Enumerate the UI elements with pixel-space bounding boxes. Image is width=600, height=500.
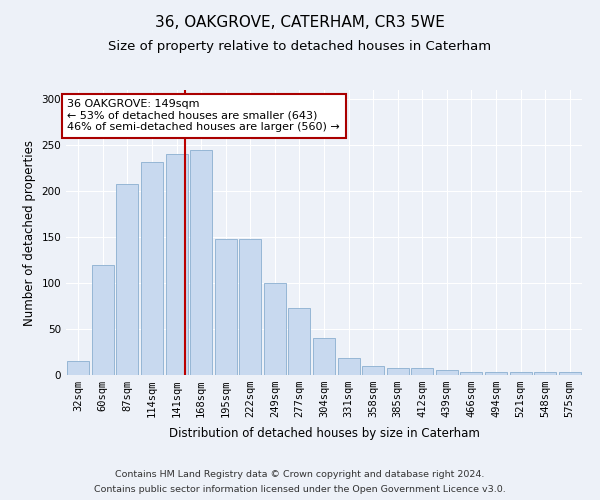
Bar (460, 372, 482, 375)
Bar (559, 372, 581, 375)
Bar (116, 184, 139, 375)
Bar (313, 338, 335, 375)
Bar (534, 372, 556, 375)
Bar (411, 368, 433, 375)
Text: Distribution of detached houses by size in Caterham: Distribution of detached houses by size … (169, 428, 479, 440)
Text: Size of property relative to detached houses in Caterham: Size of property relative to detached ho… (109, 40, 491, 53)
Bar (509, 372, 532, 375)
Bar (338, 358, 359, 375)
Bar (386, 368, 409, 375)
Bar (215, 239, 237, 375)
Text: 36, OAKGROVE, CATERHAM, CR3 5WE: 36, OAKGROVE, CATERHAM, CR3 5WE (155, 15, 445, 30)
Text: Contains HM Land Registry data © Crown copyright and database right 2024.: Contains HM Land Registry data © Crown c… (115, 470, 485, 479)
Bar (166, 154, 188, 375)
Bar (289, 308, 310, 375)
Bar (67, 361, 89, 375)
Bar (436, 370, 458, 375)
Bar (239, 239, 262, 375)
Y-axis label: Number of detached properties: Number of detached properties (23, 140, 36, 326)
Bar (362, 366, 384, 375)
Bar (264, 283, 286, 375)
Text: 36 OAKGROVE: 149sqm
← 53% of detached houses are smaller (643)
46% of semi-detac: 36 OAKGROVE: 149sqm ← 53% of detached ho… (67, 99, 340, 132)
Bar (485, 372, 507, 375)
Bar (141, 162, 163, 375)
Text: Contains public sector information licensed under the Open Government Licence v3: Contains public sector information licen… (94, 485, 506, 494)
Bar (190, 150, 212, 375)
Bar (92, 264, 114, 375)
